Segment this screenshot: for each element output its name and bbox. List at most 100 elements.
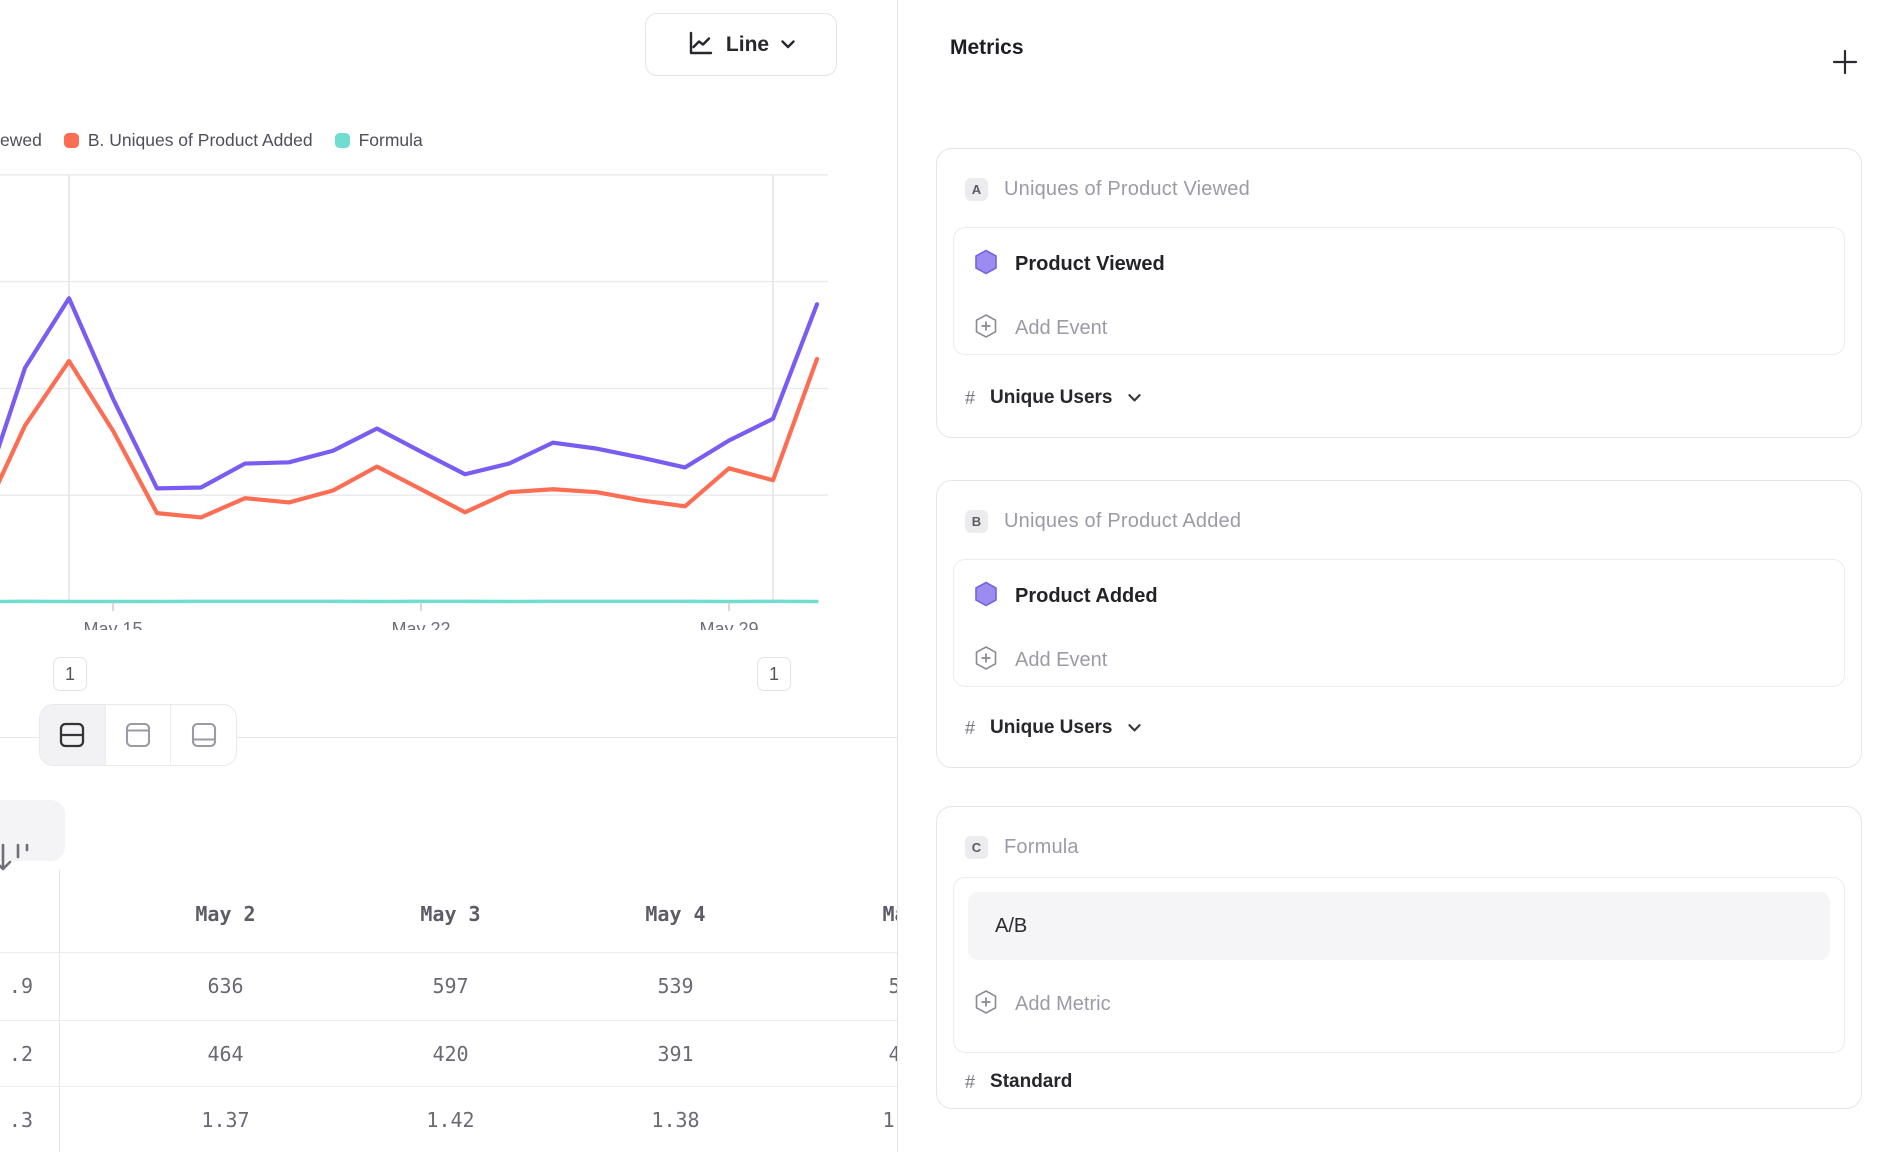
section-divider	[0, 737, 897, 738]
results-table: May 2 May 3 May 4 May 636 597 539 59 .9 464 420 391…	[0, 737, 897, 1152]
legend-item-a[interactable]: ewed	[0, 130, 42, 151]
sort-descending-icon[interactable]	[0, 837, 33, 883]
x-tick-label: May 29	[699, 619, 758, 630]
table-cell: 539	[657, 974, 694, 998]
table-cell: 464	[207, 1042, 244, 1066]
metric-card-b: B Uniques of Product Added Product Added…	[936, 480, 1862, 768]
table-cell: 597	[432, 974, 469, 998]
column-header: May	[882, 902, 897, 926]
event-list-card: Product Viewed Add Event	[953, 227, 1845, 355]
add-event-row[interactable]: Add Event	[974, 306, 1824, 350]
table-cell: 1.38	[651, 1108, 700, 1132]
annotation-badge[interactable]: 1	[53, 657, 87, 691]
measurement-label: Unique Users	[990, 717, 1113, 738]
event-hexagon-icon	[974, 249, 998, 280]
formula-card: A/B Add Metric	[953, 877, 1845, 1053]
hexagon-plus-icon	[974, 645, 998, 676]
table-cell: 59	[888, 974, 897, 998]
legend-swatch-formula	[334, 132, 350, 148]
measurement-dropdown[interactable]: # Standard	[965, 1065, 1072, 1099]
metric-letter-badge: A	[965, 177, 988, 201]
metric-card-a: A Uniques of Product Viewed Product View…	[936, 148, 1862, 438]
table-segment-tab[interactable]	[0, 800, 65, 861]
measurement-label: Unique Users	[990, 387, 1113, 408]
metric-letter-badge: C	[965, 835, 988, 859]
legend-item-b[interactable]: B. Uniques of Product Added	[63, 129, 313, 151]
annotation-badge[interactable]: 1	[757, 657, 791, 691]
layout-option-bottom-panel-view[interactable]	[170, 705, 236, 765]
event-row-product-viewed[interactable]: Product Viewed	[974, 242, 1824, 286]
legend-swatch-b	[63, 132, 79, 148]
table-cell: 1.2	[882, 1108, 897, 1132]
metric-title: Uniques of Product Added	[1004, 509, 1242, 532]
event-name: Product Added	[1015, 584, 1158, 607]
legend-item-label: B. Uniques of Product Added	[87, 129, 313, 150]
frozen-column-divider	[59, 870, 60, 1152]
event-list-card: Product Added Add Event	[953, 559, 1845, 687]
metric-card-c: C Formula A/B Add Metric # Standard	[936, 806, 1862, 1109]
add-metric-card-button[interactable]	[1830, 48, 1860, 78]
x-tick-label: May 22	[391, 619, 450, 630]
frozen-cell: .3	[8, 1108, 33, 1132]
panel-title: Metrics	[950, 36, 1024, 59]
event-row-product-added[interactable]: Product Added	[974, 574, 1824, 618]
measurement-label: Standard	[990, 1071, 1073, 1092]
metrics-panel: Metrics A Uniques of Product Viewed	[897, 0, 1898, 1152]
plus-icon	[1831, 48, 1859, 79]
layout-option-split-view[interactable]	[40, 705, 105, 765]
chevron-down-icon	[781, 37, 795, 52]
add-event-label: Add Event	[1015, 648, 1108, 671]
metric-card-header: A Uniques of Product Viewed	[965, 176, 1250, 202]
metric-title: Uniques of Product Viewed	[1004, 177, 1250, 200]
column-header: May 3	[420, 902, 481, 926]
add-metric-row[interactable]: Add Metric	[974, 982, 1824, 1026]
table-cell: 636	[207, 974, 244, 998]
chart-and-table-region: Line ewed B. Uniques of Product Added Fo…	[0, 0, 897, 1152]
event-name: Product Viewed	[1015, 252, 1165, 275]
table-cell: 46	[888, 1042, 897, 1066]
legend-item-label: ewed	[0, 129, 42, 150]
table-cell: 391	[657, 1042, 694, 1066]
row-divider	[0, 1020, 897, 1021]
row-divider	[0, 1086, 897, 1087]
event-hexagon-icon	[974, 581, 998, 612]
chevron-down-icon	[1127, 389, 1141, 407]
legend-item-formula[interactable]: Formula	[334, 129, 423, 151]
chart-type-button[interactable]: Line	[645, 13, 837, 76]
row-divider	[0, 952, 897, 953]
metric-letter-badge: B	[965, 509, 988, 533]
hash-icon: #	[965, 717, 976, 738]
series-line	[0, 356, 820, 520]
add-metric-label: Add Metric	[1015, 992, 1111, 1015]
formula-input[interactable]: A/B	[968, 892, 1830, 960]
metric-card-header: C Formula	[965, 834, 1079, 860]
hexagon-plus-icon	[974, 989, 998, 1020]
layout-toggle-group	[39, 704, 237, 766]
table-cell: 420	[432, 1042, 469, 1066]
column-header: May 2	[195, 902, 256, 926]
series-line	[0, 296, 820, 491]
metric-card-header: B Uniques of Product Added	[965, 508, 1241, 534]
hexagon-plus-icon	[974, 313, 998, 344]
table-cell: 1.42	[426, 1108, 475, 1132]
hash-icon: #	[965, 387, 976, 408]
chart-type-label: Line	[725, 32, 770, 56]
add-event-row[interactable]: Add Event	[974, 638, 1824, 682]
legend-item-label: Formula	[358, 129, 423, 150]
frozen-cell: .9	[8, 974, 33, 998]
column-header: May 4	[645, 902, 706, 926]
x-tick-label: May 15	[83, 619, 142, 630]
chart-svg: May 15 May 22 May 29	[0, 174, 828, 630]
line-chart-icon	[687, 30, 714, 60]
chart-legend: ewed B. Uniques of Product Added Formula	[0, 124, 740, 156]
layout-option-top-panel-view[interactable]	[104, 705, 171, 765]
measurement-dropdown[interactable]: # Unique Users	[965, 711, 1141, 745]
chevron-down-icon	[1127, 719, 1141, 737]
table-cell: 1.37	[201, 1108, 250, 1132]
measurement-dropdown[interactable]: # Unique Users	[965, 381, 1141, 415]
frozen-cell: .2	[8, 1042, 33, 1066]
hash-icon: #	[965, 1071, 976, 1092]
add-event-label: Add Event	[1015, 316, 1108, 339]
line-chart[interactable]: May 15 May 22 May 29	[0, 160, 897, 630]
